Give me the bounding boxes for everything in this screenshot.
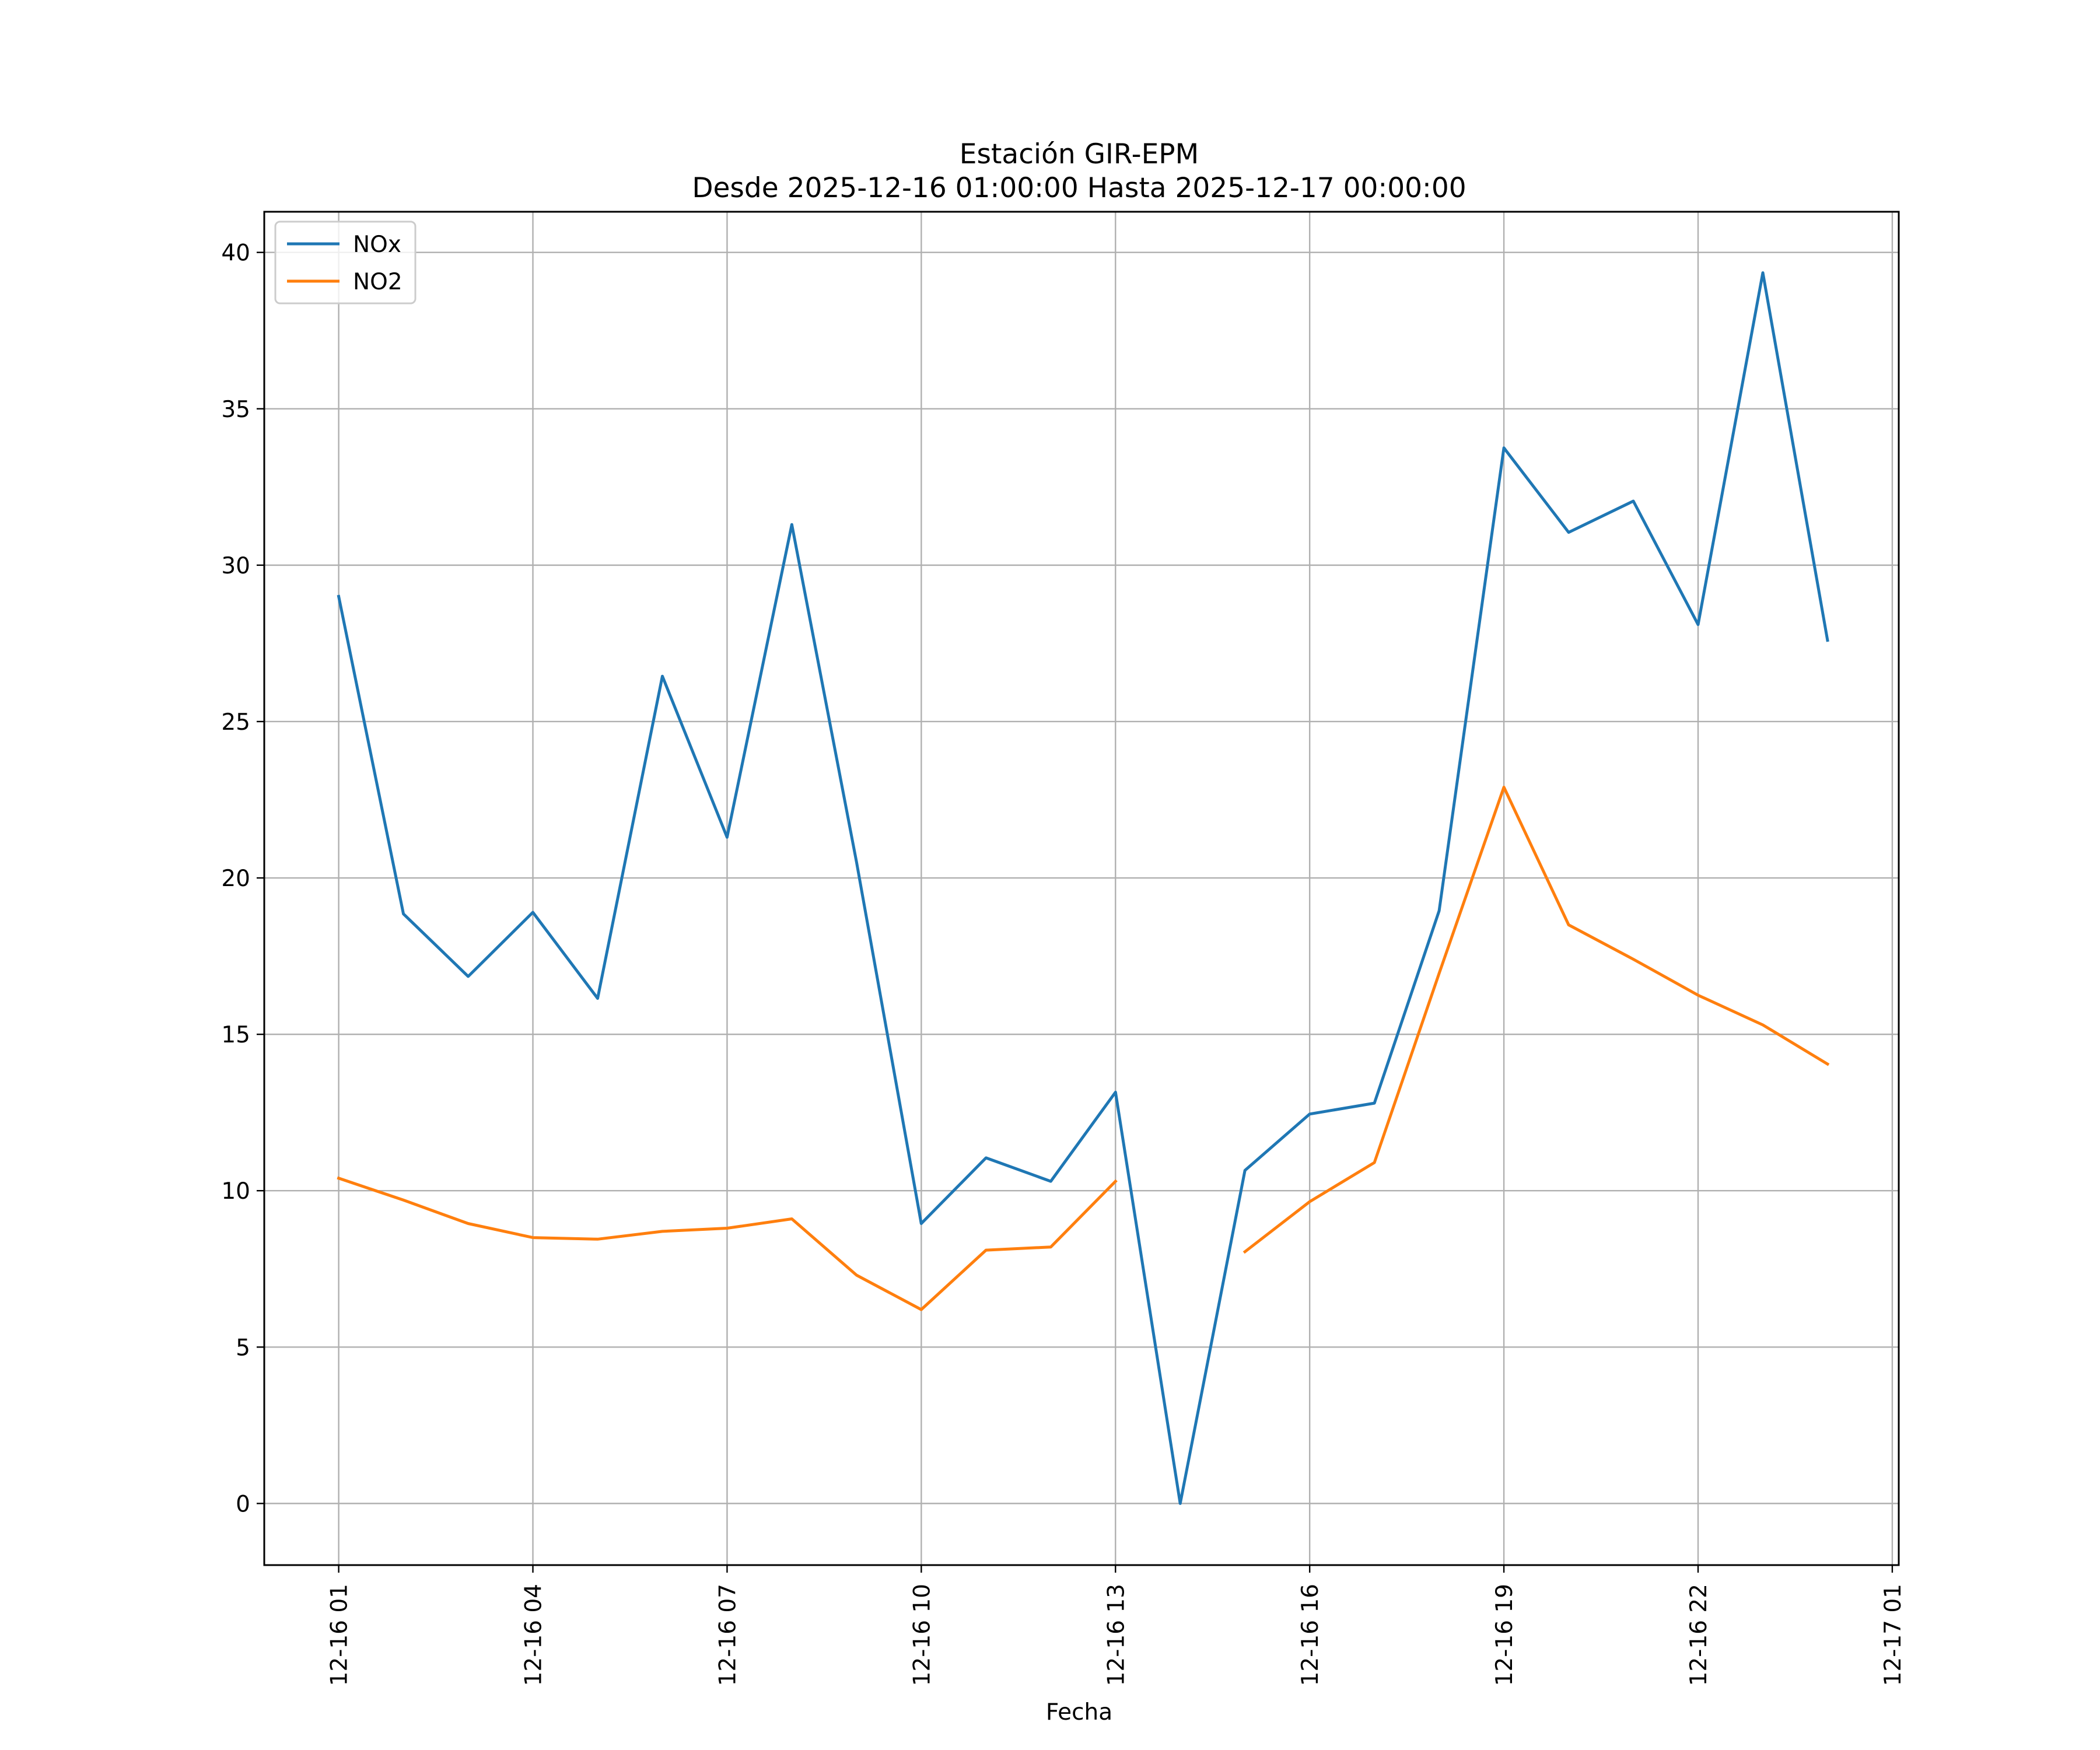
y-tick-label: 25 — [221, 709, 250, 736]
y-tick-label: 30 — [221, 553, 250, 579]
legend-label-no2: NO2 — [353, 269, 402, 295]
x-tick-label: 12-16 10 — [909, 1584, 935, 1686]
x-tick-label: 12-16 01 — [327, 1584, 353, 1686]
y-tick-label: 5 — [236, 1335, 250, 1361]
x-tick-label: 12-16 19 — [1492, 1584, 1518, 1686]
x-tick-label: 12-16 22 — [1686, 1584, 1712, 1686]
x-tick-label: 12-17 01 — [1880, 1584, 1906, 1686]
plot-frame — [263, 211, 1900, 1566]
chart-title: Estación GIR-EPM — [960, 138, 1199, 170]
legend-label-nox: NOx — [353, 232, 401, 258]
series-line-nox — [337, 271, 1829, 1505]
y-tick-label: 40 — [221, 240, 250, 267]
x-tick-label: 12-16 04 — [521, 1584, 547, 1686]
x-tick-label: 12-16 07 — [715, 1584, 741, 1686]
y-tick-label: 0 — [236, 1491, 250, 1517]
axis-ticks: 12-16 01 12-16 04 12-16 07 12-16 10 12-16 13… — [221, 240, 1906, 1686]
y-tick-label: 10 — [221, 1178, 250, 1205]
y-tick-label: 15 — [221, 1022, 250, 1048]
chart-subtitle: Desde 2025-12-16 01:00:00 Hasta 2025-12-… — [692, 172, 1466, 204]
x-tick-label: 12-16 16 — [1297, 1584, 1324, 1686]
x-tick-label: 12-16 13 — [1103, 1584, 1129, 1686]
x-axis-label: Fecha — [1046, 1699, 1112, 1726]
data-series — [337, 271, 1830, 1505]
y-tick-label: 20 — [221, 866, 250, 892]
legend-box — [274, 220, 416, 304]
grid-lines — [264, 212, 1899, 1565]
y-tick-label: 35 — [221, 397, 250, 423]
series-line-no2 — [337, 786, 1830, 1311]
legend: NOx NO2 — [274, 220, 416, 304]
